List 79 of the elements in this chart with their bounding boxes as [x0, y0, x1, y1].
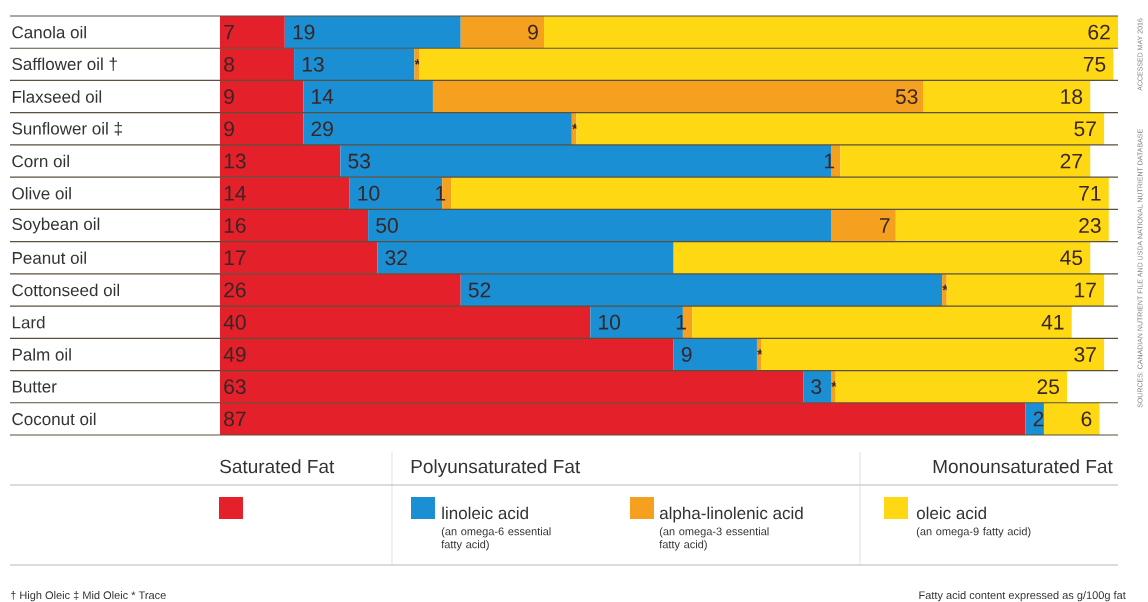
- bar: [831, 370, 836, 403]
- data-label: 17: [1075, 282, 1096, 298]
- bar: [942, 273, 947, 307]
- bar: [946, 273, 1105, 307]
- data-label: 52: [468, 282, 491, 298]
- y-tick-label: Flaxseed oil: [12, 90, 102, 103]
- y-tick-label: Sunflower oil ‡: [12, 122, 122, 136]
- data-label: 14: [312, 89, 334, 104]
- data-label: *: [572, 123, 578, 130]
- data-label: 19: [293, 24, 315, 40]
- data-label: 62: [1088, 24, 1110, 40]
- y-tick-label: Cottonseed oil: [12, 283, 120, 297]
- text: (an omega-6 essential fatty acid): [441, 527, 551, 551]
- data-label: 9: [224, 121, 234, 137]
- legend-label: linoleic acid: [442, 506, 528, 520]
- data-label: 9: [681, 347, 692, 362]
- y-tick-label: Canola oil: [12, 25, 86, 39]
- data-label: 71: [1079, 186, 1101, 201]
- data-label: 57: [1074, 121, 1096, 137]
- y-tick-label: Coconut oil: [12, 412, 96, 426]
- data-label: 6: [1081, 411, 1092, 427]
- text: Polyunsaturated Fat: [411, 459, 581, 477]
- legend-label: alpha-linolenic acid: [659, 506, 803, 523]
- y-tick-label: Peanut oil: [12, 251, 86, 264]
- legend-label: oleic acid: [916, 506, 986, 520]
- data-label: 18: [1061, 89, 1083, 105]
- data-label: 50: [376, 218, 398, 233]
- y-tick-label: Butter: [12, 380, 57, 393]
- data-label: 3: [811, 379, 822, 395]
- y-tick-label: Corn oil: [12, 154, 69, 168]
- y-tick-label: Soybean oil: [12, 217, 100, 234]
- data-label: 26: [224, 282, 246, 298]
- bar: [460, 273, 943, 307]
- data-label: 40: [223, 314, 246, 330]
- series-label: Saturated Fat: [220, 459, 335, 474]
- data-label: 75: [1083, 57, 1106, 72]
- text: Monounsaturated Fat: [933, 459, 1113, 474]
- data-label: 53: [895, 89, 918, 105]
- bar: [756, 338, 762, 371]
- data-label: 27: [1060, 153, 1082, 169]
- data-label: 45: [1060, 250, 1083, 266]
- data-label: 29: [311, 121, 333, 137]
- data-label: 16: [224, 218, 246, 233]
- bar: [803, 370, 832, 403]
- text: † High Oleic ‡ Mid Oleic * Trace: [10, 591, 166, 602]
- bar: [220, 273, 461, 307]
- text: Fatty acid content expressed as g/100g fat: [919, 591, 1126, 602]
- bar: [460, 16, 545, 49]
- data-label: 2: [1033, 411, 1044, 427]
- data-label: 37: [1074, 347, 1096, 362]
- data-label: 23: [1079, 218, 1101, 233]
- data-label: 8: [224, 56, 234, 72]
- bar: [414, 48, 420, 81]
- bar: [831, 209, 896, 242]
- data-label: 63: [224, 379, 246, 395]
- data-label: 9: [224, 89, 234, 105]
- data-label: 13: [224, 153, 246, 169]
- data-label: 49: [223, 347, 246, 362]
- data-label: 87: [224, 411, 246, 427]
- y-tick-label: Olive oil: [12, 187, 71, 200]
- data-label: 10: [358, 185, 380, 201]
- y-tick-label: Lard: [12, 315, 45, 329]
- data-label: 13: [302, 56, 324, 72]
- data-label: 25: [1037, 379, 1059, 395]
- text: (an omega-3 essential fatty acid): [659, 527, 769, 551]
- data-label: 14: [224, 186, 246, 201]
- data-label: 32: [385, 250, 407, 266]
- data-label: *: [414, 59, 421, 65]
- data-label: 7: [880, 218, 890, 233]
- data-label: 7: [224, 24, 234, 40]
- data-label: 17: [224, 250, 246, 265]
- y-tick-label: Safflower oil †: [12, 57, 117, 72]
- data-label: 53: [348, 153, 370, 169]
- data-label: 9: [528, 24, 538, 40]
- data-label: 41: [1041, 314, 1064, 330]
- data-label: 10: [599, 314, 621, 330]
- y-tick-label: Palm oil: [12, 348, 71, 361]
- bar: [1025, 402, 1044, 435]
- text: (an omega-9 fatty acid): [916, 527, 1031, 538]
